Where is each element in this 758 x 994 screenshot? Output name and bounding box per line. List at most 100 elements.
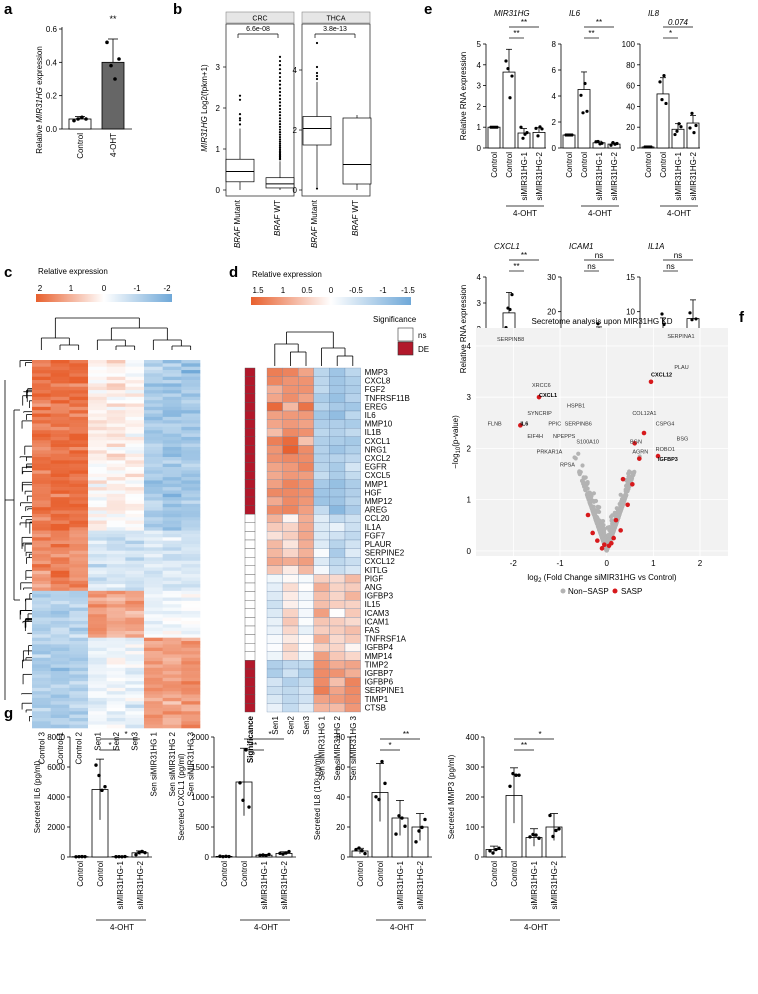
c-heatmap-cell <box>32 507 51 511</box>
c-heatmap-cell <box>144 594 163 598</box>
g-datapoint <box>287 849 291 854</box>
c-heatmap-cell <box>88 487 107 491</box>
c-heatmap-cell <box>181 574 201 578</box>
e-datapoint <box>534 126 538 130</box>
c-heatmap-cell <box>162 457 182 461</box>
f-gene-label: COL12A1 <box>632 411 656 417</box>
d-heatmap-cell <box>282 608 299 618</box>
a-datapoint <box>109 63 113 68</box>
c-heatmap-cell <box>125 530 145 535</box>
c-heatmap-cell <box>106 400 126 404</box>
c-heatmap-cell <box>32 610 51 615</box>
c-heatmap-cell <box>181 684 201 689</box>
d-heatmap-cell <box>313 479 330 489</box>
d-significance-cell <box>244 548 256 558</box>
c-heatmap-cell <box>50 423 70 428</box>
c-heatmap-cell <box>69 423 89 428</box>
g-xtick-label: Control <box>240 861 249 887</box>
c-heatmap-cell <box>125 386 145 391</box>
thca-facet-strip <box>301 11 371 24</box>
c-heatmap-cell <box>162 664 182 669</box>
g-datapoint <box>100 788 104 793</box>
c-heatmap-cell <box>69 530 89 535</box>
e-datapoint <box>662 322 666 327</box>
d-heatmap-cell <box>282 582 299 592</box>
crc-braf-wt-outlier <box>278 131 282 134</box>
c-heatmap-cell <box>162 634 182 638</box>
c-heatmap-cell <box>88 687 107 692</box>
c-heatmap-cell <box>181 644 201 649</box>
c-heatmap-cell <box>144 527 163 531</box>
g-xtick-label: siMIR31HG-1 <box>116 860 125 909</box>
c-heatmap-cell <box>88 644 107 649</box>
d-heatmap-cell <box>344 539 361 549</box>
c-heatmap-cell <box>50 587 70 592</box>
thca-x-wt: BRAF WT <box>351 200 360 236</box>
g-treatment-label: 4-OHT <box>390 923 414 932</box>
c-heatmap-cell <box>162 550 182 555</box>
f-point-non-sasp <box>580 463 585 468</box>
c-heatmap-cell <box>162 590 182 595</box>
c-heatmap-cell <box>162 637 182 642</box>
d-heatmap-cell <box>313 660 330 670</box>
e-ytick-label: 60 <box>626 82 635 91</box>
c-heatmap-cell <box>69 520 89 525</box>
c-heatmap-cell <box>125 694 145 699</box>
c-heatmap-cell <box>125 497 145 501</box>
c-heatmap-cell <box>88 694 107 699</box>
c-heatmap-cell <box>69 410 89 414</box>
c-heatmap-cell <box>162 721 182 725</box>
d-significance-cell <box>244 428 256 438</box>
f-point-sasp <box>620 476 626 482</box>
c-heatmap-cell <box>88 641 107 645</box>
d-heatmap-cell <box>329 453 346 463</box>
crc-braf-wt-outlier <box>278 135 282 139</box>
g-datapoint <box>494 847 498 852</box>
c-heatmap-cell <box>181 507 201 511</box>
c-heatmap-cell <box>106 717 126 722</box>
d-heatmap-cell <box>344 617 361 627</box>
c-heatmap-cell <box>162 487 182 491</box>
g-ytick-label: 200 <box>466 793 480 802</box>
c-heatmap-cell <box>162 651 182 655</box>
c-heatmap-cell <box>106 503 126 508</box>
c-heatmap-cell <box>144 590 163 595</box>
g-xtick-label: siMIR31HG-2 <box>550 860 559 909</box>
e-datapoint <box>540 127 544 131</box>
c-heatmap-cell <box>181 480 201 485</box>
c-heatmap-cell <box>88 390 107 394</box>
c-heatmap-cell <box>162 677 182 682</box>
g-datapoint <box>97 773 101 778</box>
f-point-sasp <box>590 530 595 536</box>
g-xtick-label: Control <box>490 861 499 887</box>
c-heatmap-cell <box>69 396 89 401</box>
c-heatmap-cell <box>50 574 70 578</box>
c-heatmap-cell <box>181 426 201 431</box>
c-heatmap-cell <box>88 363 107 367</box>
c-heatmap-cell <box>162 490 182 495</box>
c-heatmap-cell <box>144 540 163 545</box>
c-heatmap-cell <box>144 574 163 578</box>
crc-facet-label: CRC <box>252 16 267 23</box>
e-gene-title: IL6 <box>569 9 581 18</box>
f-point-non-sasp <box>572 455 577 460</box>
d-heatmap-cell <box>329 410 346 420</box>
c-heatmap-cell <box>50 360 70 364</box>
e-ytick-label: 0 <box>477 144 482 153</box>
e-ytick-label: 10 <box>626 308 635 317</box>
d-heatmap-cell <box>313 608 330 618</box>
c-heatmap-cell <box>50 637 70 642</box>
c-heatmap-cell <box>50 413 70 418</box>
c-heatmap-cell <box>69 637 89 642</box>
g-datapoint <box>354 847 358 852</box>
g-datapoint <box>264 853 268 858</box>
c-heatmap-cell <box>32 654 51 659</box>
c-heatmap-cell <box>106 490 126 495</box>
c-heatmap-cell <box>144 597 163 602</box>
c-heatmap-cell <box>162 570 182 575</box>
c-heatmap-cell <box>181 704 201 709</box>
c-heatmap-cell <box>32 460 51 465</box>
e-datapoint <box>538 125 542 129</box>
c-heatmap-cell <box>50 520 70 525</box>
d-gene-label: NRG1 <box>365 445 388 454</box>
